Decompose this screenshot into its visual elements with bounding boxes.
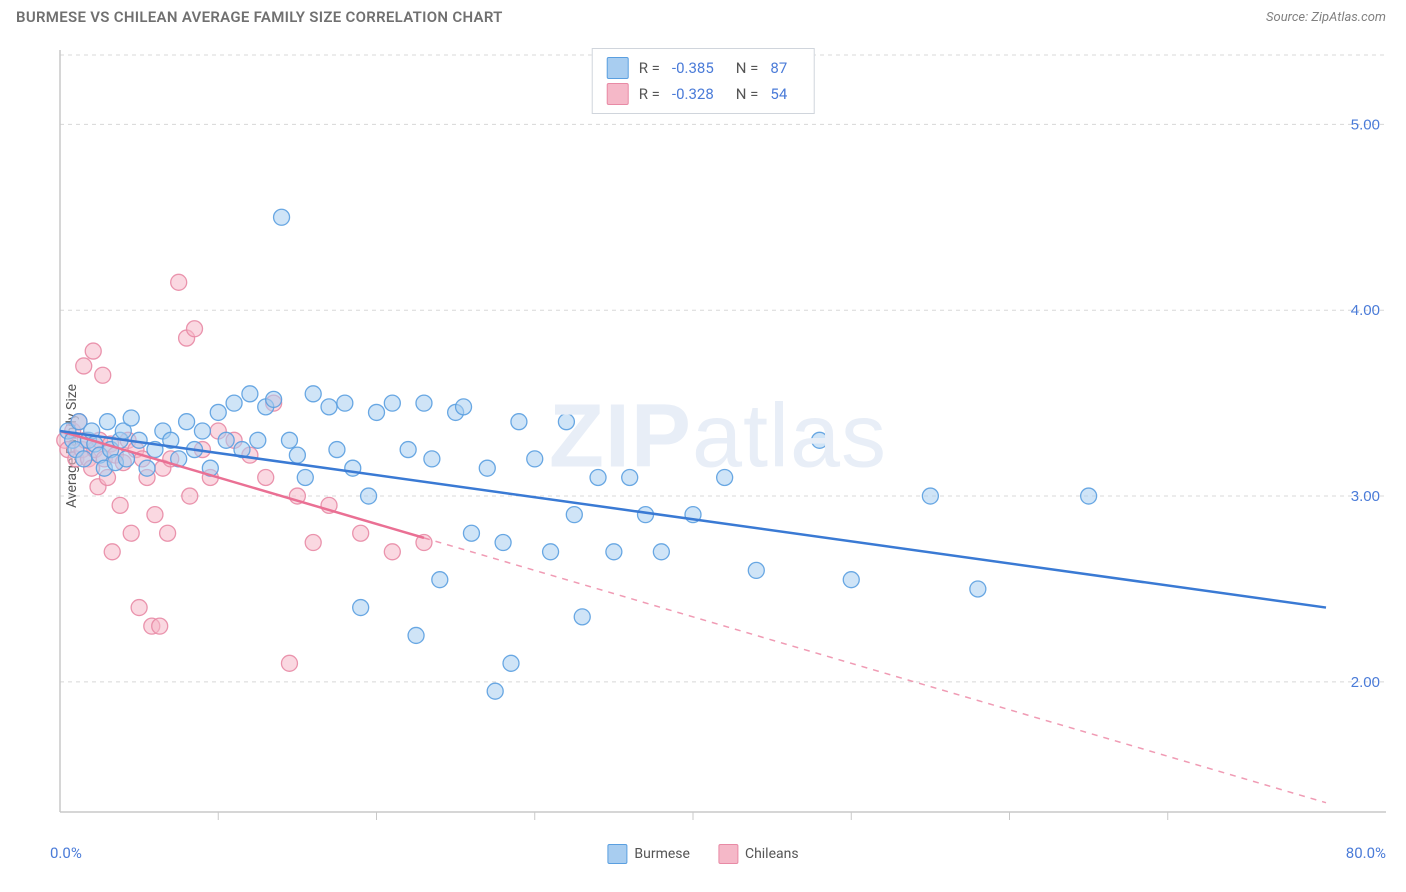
- x-max-label: 80.0%: [1346, 844, 1386, 862]
- burmese-r-value: -0.385: [672, 59, 714, 77]
- n-label: N =: [736, 85, 759, 103]
- svg-text:4.00: 4.00: [1351, 302, 1380, 319]
- chilean-n-value: 54: [770, 85, 787, 103]
- scatter-plot: 2.00 3.00 4.00 5.00: [50, 42, 1386, 832]
- stats-row-burmese: R = -0.385 N = 87: [607, 55, 800, 81]
- chart-title: BURMESE VS CHILEAN AVERAGE FAMILY SIZE C…: [16, 8, 503, 26]
- chilean-swatch-icon: [607, 83, 629, 105]
- legend-label: Burmese: [634, 846, 690, 862]
- stats-legend-box: R = -0.385 N = 87 R = -0.328 N = 54: [592, 48, 815, 114]
- chilean-r-value: -0.328: [672, 85, 714, 103]
- stats-row-chilean: R = -0.328 N = 54: [607, 81, 800, 107]
- chart-area: ZIPatlas 2.003.004.005.00: [50, 42, 1386, 832]
- legend-item-chileans: Chileans: [718, 844, 799, 864]
- r-label: R =: [639, 59, 660, 77]
- n-label: N =: [736, 59, 759, 77]
- legend-label: Chileans: [745, 846, 799, 862]
- x-min-label: 0.0%: [50, 844, 82, 862]
- chilean-swatch-icon: [718, 844, 738, 864]
- svg-text:3.00: 3.00: [1351, 488, 1380, 505]
- r-label: R =: [639, 85, 660, 103]
- source-attribution: Source: ZipAtlas.com: [1266, 10, 1386, 25]
- burmese-swatch-icon: [607, 844, 627, 864]
- svg-text:2.00: 2.00: [1351, 674, 1380, 691]
- burmese-swatch-icon: [607, 57, 629, 79]
- series-legend: Burmese Chileans: [607, 844, 798, 864]
- svg-text:5.00: 5.00: [1351, 116, 1380, 133]
- legend-item-burmese: Burmese: [607, 844, 690, 864]
- burmese-n-value: 87: [770, 59, 787, 77]
